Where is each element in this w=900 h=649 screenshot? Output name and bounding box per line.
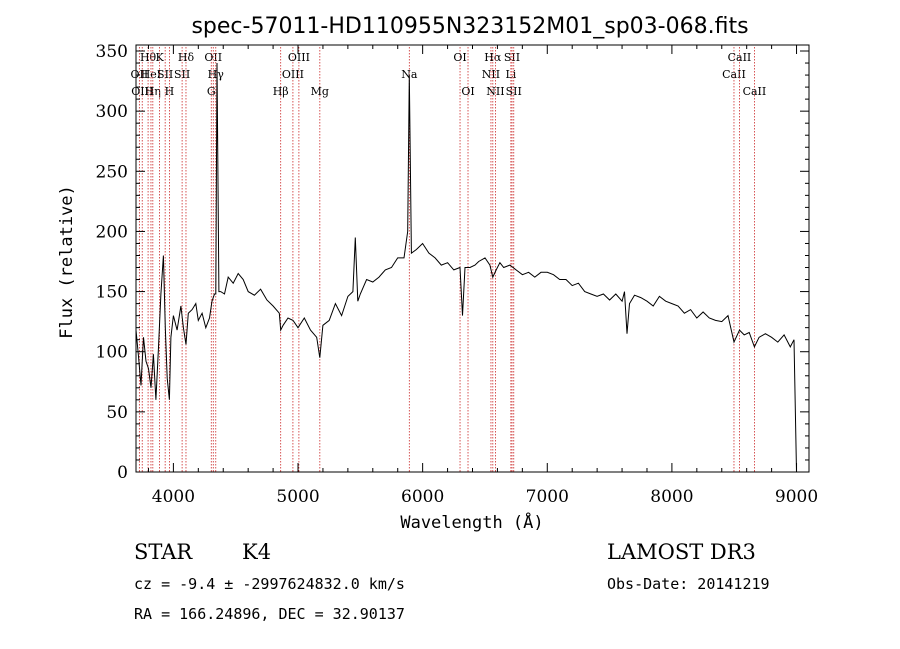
line-label-24: SII	[504, 51, 520, 64]
line-label-4: Hη	[145, 85, 161, 98]
x-tick-label-2: 6000	[401, 487, 444, 507]
y-axis: 0 50 100 150 200 250 300 350	[96, 42, 809, 483]
y-tick-label-3: 150	[96, 283, 128, 303]
y-tick-label-5: 250	[96, 162, 128, 182]
line-label-22: NII	[486, 85, 504, 98]
x-tick-label-3: 7000	[526, 487, 569, 507]
x-tick-label-1: 5000	[276, 487, 319, 507]
spectrum-series-line	[135, 62, 797, 473]
line-label-20: NII	[482, 68, 500, 81]
line-label-8: SII	[174, 68, 190, 81]
y-tick-label-6: 300	[96, 102, 128, 122]
line-label-18: OI	[453, 51, 466, 64]
y-tick-label-0: 0	[117, 463, 128, 483]
line-label-5: K	[155, 51, 164, 64]
plot-frame	[135, 44, 810, 473]
line-label-7: H	[165, 85, 175, 98]
line-label-25: SII	[506, 85, 522, 98]
line-label-0: OII	[131, 68, 149, 81]
y-tick-label-1: 50	[106, 403, 128, 423]
line-label-1: OIII	[131, 85, 153, 98]
ra-dec-text: RA = 166.24896, DEC = 32.90137	[134, 605, 405, 623]
object-subclass: K4	[242, 540, 272, 564]
line-label-15: OIII	[288, 51, 310, 64]
line-label-23: Li	[505, 68, 516, 81]
line-markers: OII OIII Hθ HeI Hη K SII H SII Hδ G OII Hγ Hβ OIII OIII…	[131, 47, 767, 472]
line-label-27: CaII	[728, 51, 752, 64]
redshift-text: cz = -9.4 ± -2997624832.0 km/s	[134, 575, 405, 593]
line-label-2: Hθ	[140, 51, 157, 64]
line-label-14: OIII	[282, 68, 304, 81]
x-axis-label: Wavelength (Å)	[400, 511, 543, 533]
line-label-3: HeI	[141, 68, 161, 81]
object-class: STAR	[134, 540, 193, 564]
line-label-26: CaII	[722, 68, 746, 81]
line-label-10: G	[207, 85, 216, 98]
line-label-21: Hα	[484, 51, 502, 64]
x-tick-label-5: 9000	[775, 487, 818, 507]
line-label-16: Mg	[311, 85, 329, 98]
y-axis-label: Flux (relative)	[57, 185, 77, 339]
line-label-28: CaII	[743, 85, 767, 98]
x-tick-label-0: 4000	[152, 487, 195, 507]
y-tick-label-2: 100	[96, 343, 128, 363]
line-label-19: OI	[461, 85, 474, 98]
line-label-11: OII	[204, 51, 222, 64]
line-label-13: Hβ	[273, 85, 289, 98]
x-tick-label-4: 8000	[650, 487, 693, 507]
y-tick-label-7: 350	[96, 42, 128, 62]
x-axis: 4000 5000 6000 7000 8000 9000	[147, 45, 818, 507]
line-label-12: Hγ	[208, 68, 225, 81]
chart-title: spec-57011-HD110955N323152M01_sp03-068.f…	[191, 14, 748, 39]
obs-date: Obs-Date: 20141219	[607, 575, 770, 593]
survey-name: LAMOST DR3	[607, 540, 756, 564]
line-label-9: Hδ	[178, 51, 195, 64]
line-label-6: SII	[157, 68, 173, 81]
line-label-17: Na	[401, 68, 418, 81]
y-tick-label-4: 200	[96, 222, 128, 242]
